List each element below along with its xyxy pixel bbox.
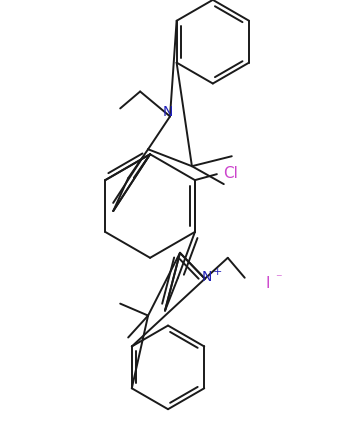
Text: N: N <box>163 105 173 119</box>
Text: N: N <box>202 269 212 283</box>
Text: +: + <box>213 266 223 276</box>
Text: ⁻: ⁻ <box>275 272 282 285</box>
Text: Cl: Cl <box>223 165 238 180</box>
Text: I: I <box>265 276 270 291</box>
